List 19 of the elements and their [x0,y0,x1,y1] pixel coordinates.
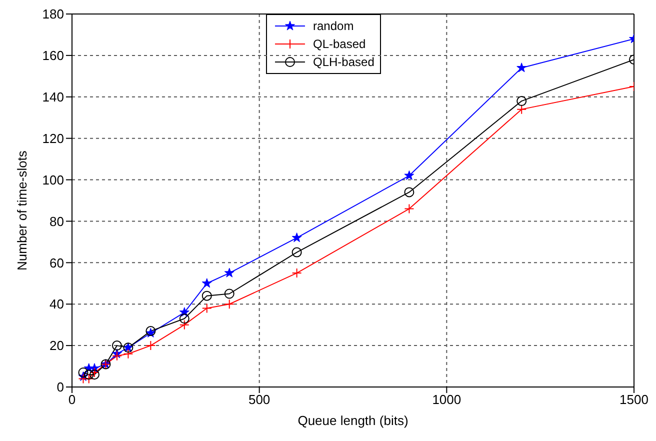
legend-label: QL-based [313,37,366,51]
y-tick-label: 120 [42,130,64,146]
y-tick-label: 0 [56,380,64,395]
y-tick-label: 80 [50,214,64,229]
y-tick-label: 180 [42,6,64,22]
y-tick-label: 20 [50,338,64,354]
y-tick-label: 140 [42,90,64,105]
x-axis-title: Queue length (bits) [298,413,408,428]
y-tick-label: 60 [50,255,64,270]
x-tick-label: 1000 [432,392,462,408]
x-tick-label: 1500 [620,392,648,408]
y-tick-label: 100 [42,172,64,188]
y-tick-label: 160 [42,48,64,64]
legend-label: QLH-based [313,55,374,69]
y-tick-label: 40 [50,296,64,312]
x-tick-label: 0 [68,392,76,408]
y-axis-title: Number of time-slots [14,150,30,270]
x-tick-label: 500 [248,392,270,408]
legend-label: random [313,19,354,33]
